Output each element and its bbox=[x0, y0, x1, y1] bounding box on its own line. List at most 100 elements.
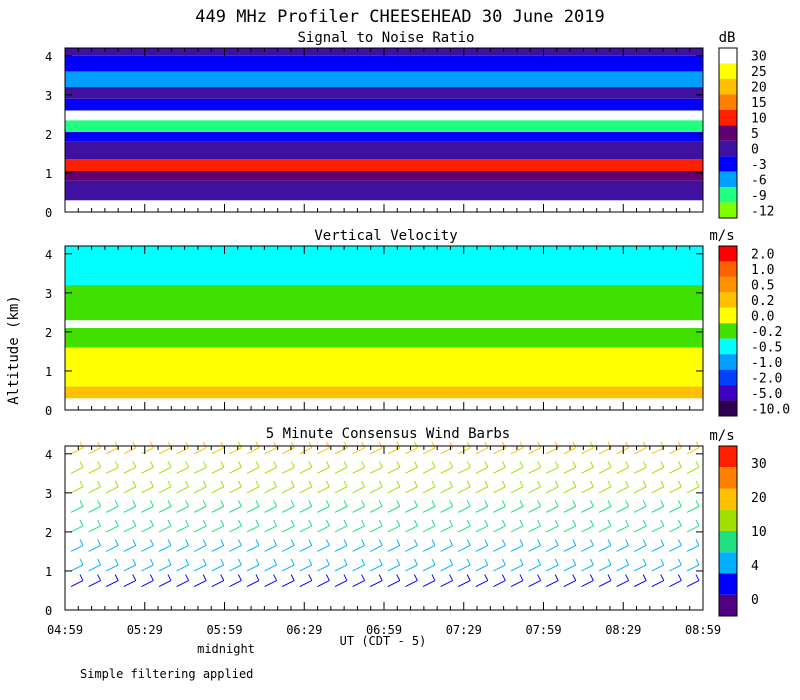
wind-barb bbox=[105, 486, 119, 494]
wind-barb-flag bbox=[431, 461, 436, 468]
wind-barb-flag bbox=[466, 539, 471, 546]
heat-band-4 bbox=[65, 285, 703, 321]
x-tick-labels: 04:59 05:29 05:59 06:29 06:59 07:29 07:59 08:29… bbox=[47, 623, 721, 637]
wind-barb-flag bbox=[660, 500, 665, 507]
colorbar-segment bbox=[719, 261, 737, 277]
wind-barb bbox=[528, 447, 541, 455]
colorbar-label: 10 bbox=[751, 525, 767, 540]
wind-barb bbox=[633, 564, 647, 572]
wind-barb bbox=[264, 447, 277, 455]
wind-barb-flag bbox=[290, 519, 295, 527]
wind-barb bbox=[528, 466, 541, 474]
wind-barb-flag bbox=[695, 558, 700, 566]
wind-barb bbox=[352, 580, 365, 588]
wind-barb-flag bbox=[396, 441, 401, 449]
wind-unit: m/s bbox=[709, 428, 734, 444]
wind-barb-flag bbox=[149, 558, 154, 566]
wind-barb-flag bbox=[519, 480, 524, 488]
colorbar-segment bbox=[719, 246, 737, 262]
wind-barb bbox=[440, 525, 453, 533]
wind-barb bbox=[317, 466, 330, 474]
wind-barb bbox=[264, 544, 277, 552]
wind-barb bbox=[563, 544, 577, 552]
wind-barb-flag bbox=[642, 519, 647, 527]
wind-barb-flag bbox=[642, 441, 647, 449]
wind-barb bbox=[105, 544, 119, 552]
wind-barb bbox=[176, 447, 189, 455]
colorbar-label: 2.0 bbox=[751, 248, 774, 263]
wind-barb-flag bbox=[519, 461, 524, 468]
wind-barb bbox=[317, 564, 330, 572]
wind-barb bbox=[70, 505, 84, 513]
wind-barb bbox=[581, 544, 594, 552]
wind-barb bbox=[545, 447, 559, 455]
wind-barb-flag bbox=[484, 480, 489, 488]
wind-barb-flag bbox=[466, 500, 471, 507]
wind-barb bbox=[669, 447, 682, 455]
wind-barb-flag bbox=[343, 539, 348, 546]
wind-barb-flag bbox=[501, 539, 506, 546]
wind-barb bbox=[422, 486, 436, 494]
wind-barb bbox=[299, 544, 313, 552]
wind-barb-flag bbox=[677, 500, 682, 507]
colorbar-segment bbox=[719, 78, 737, 95]
wind-barb-flag bbox=[501, 574, 506, 581]
wind-barb bbox=[246, 447, 260, 455]
snr-title: Signal to Noise Ratio bbox=[297, 30, 474, 46]
wind-barb-flag bbox=[554, 441, 559, 449]
wind-barb bbox=[493, 505, 506, 513]
colorbar-segment bbox=[719, 338, 737, 355]
velocity-plot-area: 0 1 2 3 4 bbox=[45, 245, 704, 418]
colorbar-segment bbox=[719, 171, 737, 188]
wind-barb-flag bbox=[501, 461, 506, 468]
y-tick-label: 3 bbox=[45, 89, 52, 103]
wind-barb bbox=[158, 580, 172, 588]
heat-band-1 bbox=[65, 347, 703, 387]
wind-barb-flag bbox=[308, 461, 313, 468]
wind-barb bbox=[264, 486, 277, 494]
wind-barb-flag bbox=[255, 539, 260, 546]
wind-barb bbox=[264, 505, 277, 513]
wind-barb-flag bbox=[325, 519, 330, 527]
wind-barb-flag bbox=[554, 519, 559, 527]
wind-barb-flag bbox=[501, 519, 506, 527]
wind-barb bbox=[528, 580, 541, 588]
wind-barb-flag bbox=[361, 539, 366, 546]
x-axis-label: UT (CDT - 5) bbox=[340, 634, 427, 648]
wind-barb bbox=[141, 466, 154, 474]
wind-barb-flag bbox=[484, 539, 489, 546]
y-axis-label: Altitude (km) bbox=[6, 295, 22, 405]
colorbar-label: 0.2 bbox=[751, 294, 774, 309]
colorbar-segment bbox=[719, 323, 737, 339]
wind-barb-flag bbox=[361, 441, 366, 449]
wind-barb-flag bbox=[625, 441, 630, 449]
colorbar-label: 20 bbox=[751, 491, 767, 506]
velocity-unit: m/s bbox=[709, 228, 734, 244]
wind-barb bbox=[211, 466, 225, 474]
wind-barb bbox=[141, 486, 154, 494]
wind-barb bbox=[334, 580, 348, 588]
wind-barb bbox=[141, 505, 154, 513]
colorbar-label: 0 bbox=[751, 142, 759, 157]
wind-barb-flag bbox=[396, 461, 401, 468]
wind-barb-flag bbox=[220, 574, 225, 581]
wind-barb bbox=[123, 447, 137, 455]
wind-barb-flag bbox=[396, 558, 401, 566]
wind-barb bbox=[545, 525, 559, 533]
wind-barb-flag bbox=[202, 519, 207, 527]
wind-barb-flag bbox=[484, 558, 489, 566]
wind-barb-flag bbox=[677, 574, 682, 581]
wind-barb-flag bbox=[185, 441, 190, 449]
wind-barb-flag bbox=[220, 539, 225, 546]
wind-barb bbox=[70, 525, 84, 533]
wind-barb-flag bbox=[114, 480, 119, 488]
wind-barb-flag bbox=[325, 441, 330, 449]
wind-barb bbox=[405, 447, 418, 455]
wind-barb bbox=[686, 447, 700, 455]
wind-barb bbox=[616, 525, 629, 533]
wind-barb-flag bbox=[537, 480, 542, 488]
wind-barb-flag bbox=[202, 441, 207, 449]
wind-barb-flag bbox=[642, 574, 647, 581]
wind-barb bbox=[405, 525, 418, 533]
wind-barb-flag bbox=[97, 461, 102, 468]
